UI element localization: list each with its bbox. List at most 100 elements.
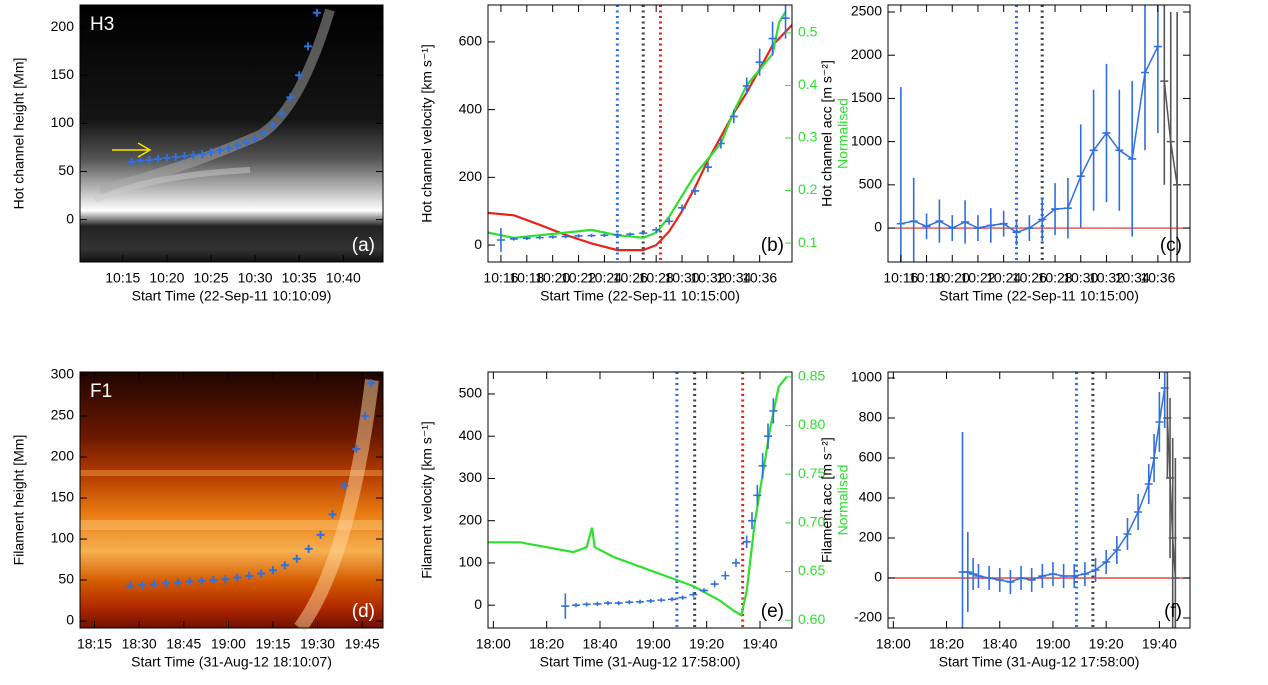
error-bar — [1102, 63, 1111, 203]
series-line — [962, 387, 1166, 583]
error-bar — [678, 595, 687, 600]
y-tick-label: 250 — [51, 407, 75, 423]
data-point — [154, 155, 163, 164]
error-bar — [625, 600, 634, 605]
y-tick-label: 100 — [51, 530, 75, 546]
series-line — [488, 24, 792, 252]
plot-area — [888, 5, 1190, 262]
error-bar — [755, 48, 764, 76]
error-bar — [1153, 5, 1162, 133]
y-tick-label: -200 — [854, 609, 882, 625]
panel-title: F1 — [90, 381, 112, 402]
error-bar — [600, 233, 609, 237]
error-bar — [985, 566, 994, 590]
x-tick-label: 10:35 — [282, 270, 317, 286]
error-bar — [716, 138, 725, 149]
y-tick-label: 150 — [51, 489, 75, 505]
error-bar — [548, 235, 557, 239]
y2-tick-label: 0.85 — [798, 368, 825, 384]
data-point — [209, 576, 218, 585]
data-point — [259, 129, 268, 138]
error-bar — [1155, 392, 1164, 452]
x-tick-label: 19:45 — [345, 636, 380, 652]
data-point — [304, 42, 313, 51]
x-tick-label: 10:28 — [1038, 270, 1073, 286]
axes-frame — [79, 371, 384, 629]
data-point — [180, 152, 189, 161]
data-point — [161, 579, 170, 588]
y-tick-label: 200 — [51, 448, 75, 464]
y-axis-label: Hot channel acc [m s⁻²] — [819, 60, 835, 207]
series-line — [488, 11, 787, 239]
data-point — [150, 580, 159, 589]
y-tick-label: 0 — [874, 219, 882, 235]
error-bar — [1027, 568, 1036, 592]
x-tick-label: 18:40 — [982, 636, 1017, 652]
error-bar — [1089, 89, 1098, 211]
error-bar — [1150, 434, 1159, 482]
image-background — [80, 5, 383, 633]
error-bar — [753, 484, 762, 506]
error-bar — [639, 231, 648, 235]
error-bar — [1059, 564, 1068, 588]
error-bar — [1038, 197, 1047, 242]
data-point — [145, 155, 154, 164]
y2-tick-label: 0.1 — [798, 234, 818, 250]
data-point — [268, 121, 277, 130]
x-tick-label: 10:22 — [960, 270, 995, 286]
y-tick-label: 150 — [51, 66, 75, 82]
error-bar — [1134, 494, 1143, 530]
panel-label: (a) — [352, 235, 375, 256]
error-bar — [1025, 215, 1034, 242]
error-bar — [1051, 183, 1060, 235]
error-bar — [636, 599, 644, 604]
data-point — [295, 71, 304, 80]
error-bar — [963, 532, 972, 612]
data-point — [233, 141, 242, 150]
x-tick-label: 10:40 — [326, 270, 361, 286]
axes-frame — [487, 4, 793, 263]
error-bar — [626, 232, 635, 236]
y-tick-label: 50 — [58, 571, 74, 587]
error-bar — [593, 601, 602, 607]
error-bar — [1017, 566, 1026, 590]
error-bar — [721, 571, 730, 580]
panel-label: (d) — [352, 601, 375, 622]
error-bar — [764, 423, 772, 449]
error-bar — [969, 558, 978, 590]
x-tick-label: 19:00 — [211, 636, 246, 652]
error-bar — [1128, 81, 1137, 237]
data-point — [328, 510, 337, 519]
y-axis-label: Filament velocity [km s⁻¹] — [419, 421, 435, 579]
y2-axis-label: Normalised — [835, 98, 851, 169]
x-tick-label: 10:34 — [1115, 270, 1150, 286]
y-tick-label: 100 — [459, 554, 483, 570]
y-tick-label: 200 — [51, 18, 75, 34]
x-tick-label: 18:45 — [166, 636, 201, 652]
error-bar — [1171, 458, 1180, 628]
x-tick-label: 10:20 — [535, 270, 570, 286]
y-tick-label: 400 — [459, 427, 483, 443]
error-bar — [509, 237, 518, 241]
error-bar — [561, 234, 570, 239]
data-point — [251, 134, 260, 143]
error-bar — [769, 398, 778, 424]
error-bar — [561, 593, 570, 619]
y2-tick-label: 0.4 — [798, 76, 818, 92]
error-bar — [742, 77, 751, 95]
error-bar — [652, 227, 661, 233]
y-tick-label: 400 — [859, 489, 883, 505]
x-tick-label: 10:15 — [105, 270, 140, 286]
y-tick-label: 0 — [474, 236, 482, 252]
error-bar — [1141, 5, 1150, 151]
data-point — [127, 157, 136, 166]
x-tick-label: 10:30 — [665, 270, 700, 286]
axes-frame — [887, 371, 1191, 629]
data-point — [233, 573, 242, 582]
error-bar — [909, 177, 918, 262]
data-point — [304, 544, 313, 553]
x-tick-label: 10:24 — [986, 270, 1021, 286]
x-axis-label: Start Time (31-Aug-12 17:58:00) — [540, 654, 741, 670]
panel-label: (e) — [761, 601, 784, 622]
y-tick-label: 300 — [51, 366, 75, 382]
